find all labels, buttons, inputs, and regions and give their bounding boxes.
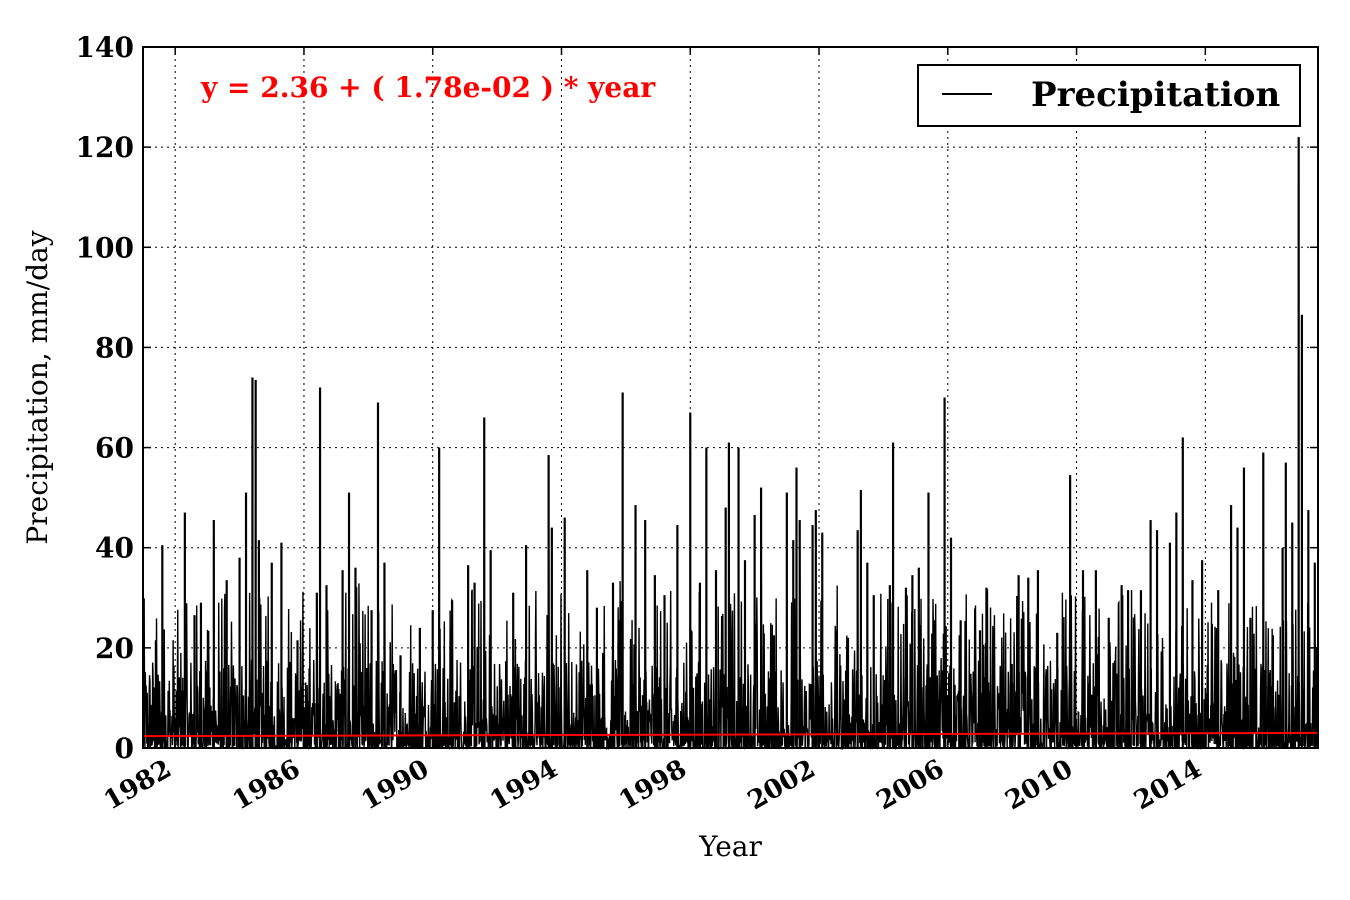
x-tick-label: 1986 (228, 754, 306, 816)
y-tick-label: 40 (95, 532, 134, 565)
legend-box (917, 64, 1301, 127)
regression-annotation: y = 2.36 + ( 1.78e-02 ) * year (200, 71, 656, 104)
trend-layer (142, 731, 1319, 738)
x-axis-label: Year (698, 830, 762, 863)
plot-frame (142, 46, 1319, 749)
x-tick-label: 1998 (614, 754, 692, 816)
x-tick-label: 2002 (743, 754, 821, 816)
x-tick-label: 2014 (1129, 754, 1207, 816)
y-tick-label: 100 (76, 231, 134, 264)
x-tick-label: 1994 (485, 754, 563, 816)
y-tick-label: 20 (95, 632, 134, 665)
y-tick-label: 0 (115, 732, 134, 765)
y-axis-label: Precipitation, mm/day (21, 230, 54, 544)
y-tick-label: 140 (76, 31, 134, 64)
x-tick-label: 1990 (357, 754, 435, 816)
x-tick-label: 2010 (1000, 754, 1078, 816)
y-tick-label: 120 (76, 131, 134, 164)
y-tick-label: 60 (95, 432, 134, 465)
legend: Precipitation (917, 64, 1301, 127)
data-layer (142, 137, 1319, 751)
x-tick-label: 2006 (872, 754, 950, 816)
y-tick-label: 80 (95, 331, 134, 364)
trend-line (142, 731, 1319, 738)
legend-label-precipitation: Precipitation (1031, 75, 1280, 115)
x-tick-label: 1982 (99, 754, 177, 816)
